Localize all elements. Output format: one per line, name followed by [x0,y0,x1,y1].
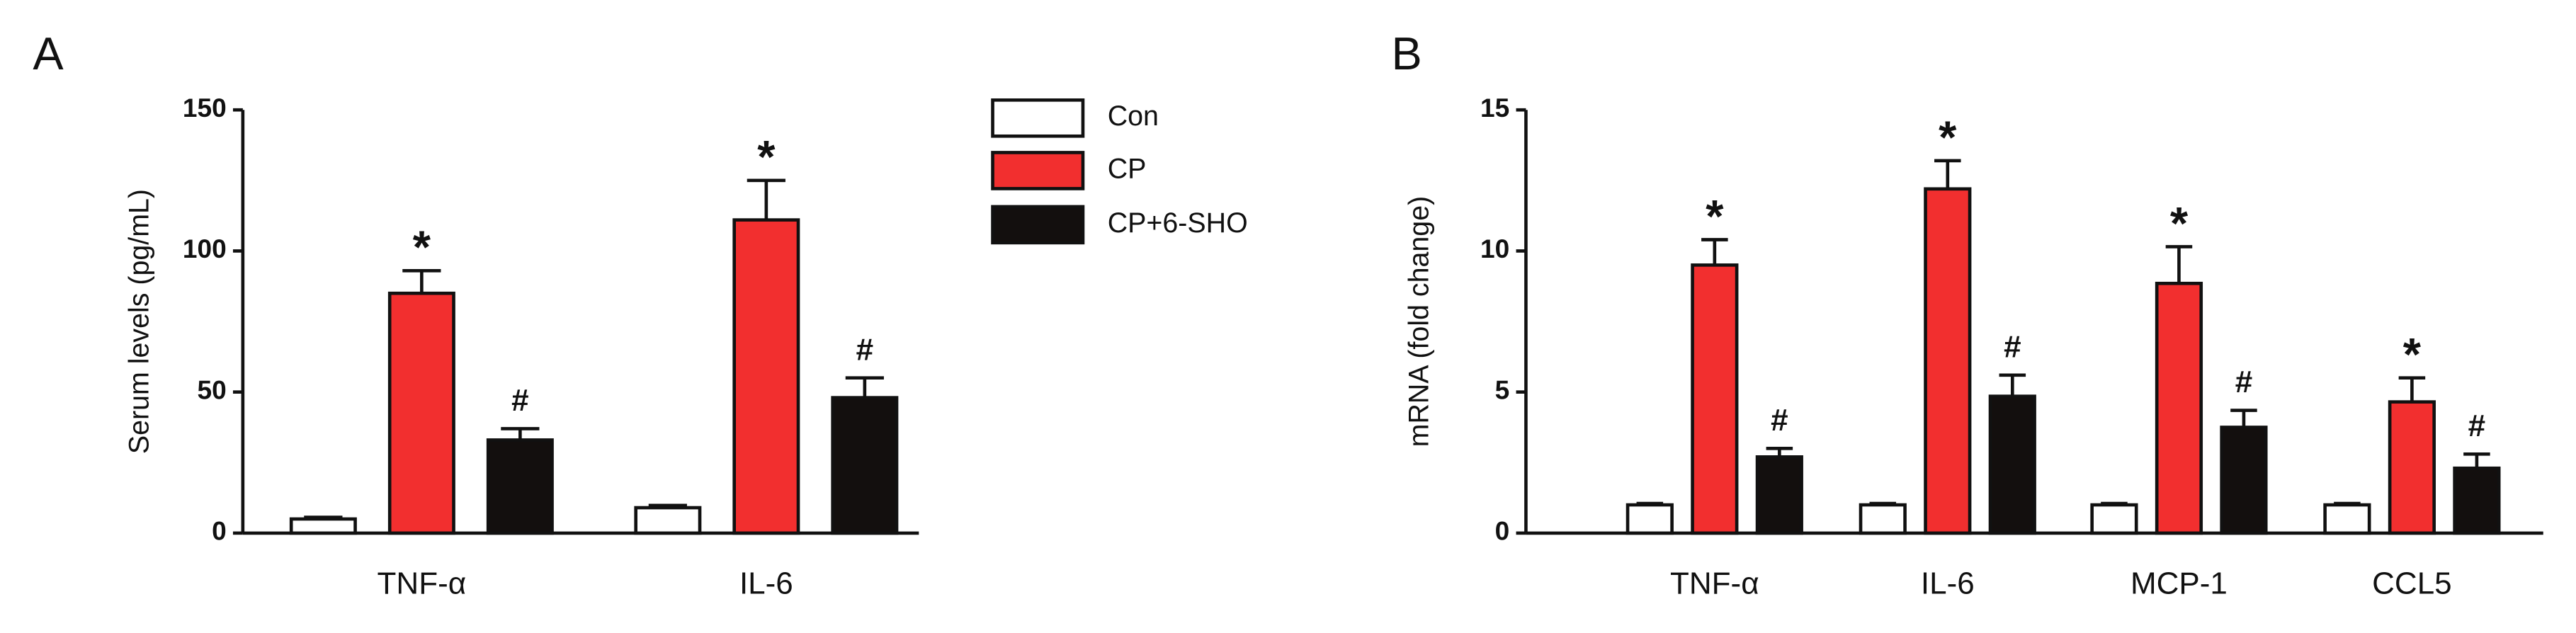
x-tick-label: IL-6 [1921,566,1975,601]
significance-mark: # [856,332,873,367]
significance-mark: # [2235,365,2252,399]
bar [1755,455,1803,535]
significance-mark: * [757,131,776,183]
significance-mark: # [2004,329,2021,364]
bar [387,291,455,535]
legend-swatch [991,98,1085,138]
bar [1859,503,1907,535]
panel-label: A [33,28,64,79]
bar [831,396,899,535]
x-tick-label: MCP-1 [2130,566,2228,601]
significance-mark: * [2170,198,2189,249]
bar [2155,281,2203,535]
y-axis-label: mRNA (fold change) [1404,196,1435,447]
bar [634,506,702,535]
legend-swatch [991,205,1085,245]
legend-swatch [991,151,1085,190]
x-tick-label: CCL5 [2372,566,2452,601]
significance-mark: * [1706,190,1724,242]
bar [732,218,800,535]
y-tick-label: 0 [212,516,227,546]
bar [2220,426,2268,535]
y-tick-label: 10 [1480,234,1509,263]
y-tick-label: 50 [197,375,226,404]
significance-mark: # [1771,403,1788,438]
x-tick-label: TNF-α [1670,566,1759,601]
y-tick-label: 15 [1480,93,1509,122]
bar [2323,503,2371,535]
bar [2090,503,2138,535]
bar [1691,263,1739,535]
bar [2453,466,2501,535]
bar [1924,187,1972,535]
y-tick-label: 0 [1495,516,1510,546]
significance-mark: # [2468,409,2485,443]
x-tick-label: TNF-α [378,566,467,601]
bar [1988,394,2036,535]
significance-mark: # [511,383,528,418]
legend-label: CP+6-SHO [1108,207,1248,239]
bar [289,517,357,535]
significance-mark: * [2403,329,2422,380]
y-tick-label: 100 [183,234,227,263]
bar [2388,400,2436,535]
x-tick-label: IL-6 [739,566,793,601]
significance-mark: * [1939,111,1957,163]
legend-label: CP [1108,153,1147,184]
y-axis-label: Serum levels (pg/mL) [124,189,155,454]
bar [486,438,554,535]
bar [1625,503,1674,535]
legend-label: Con [1108,101,1159,132]
panel-label: B [1391,28,1422,79]
y-tick-label: 5 [1495,375,1510,404]
y-tick-label: 150 [183,93,227,122]
significance-mark: * [413,222,431,273]
